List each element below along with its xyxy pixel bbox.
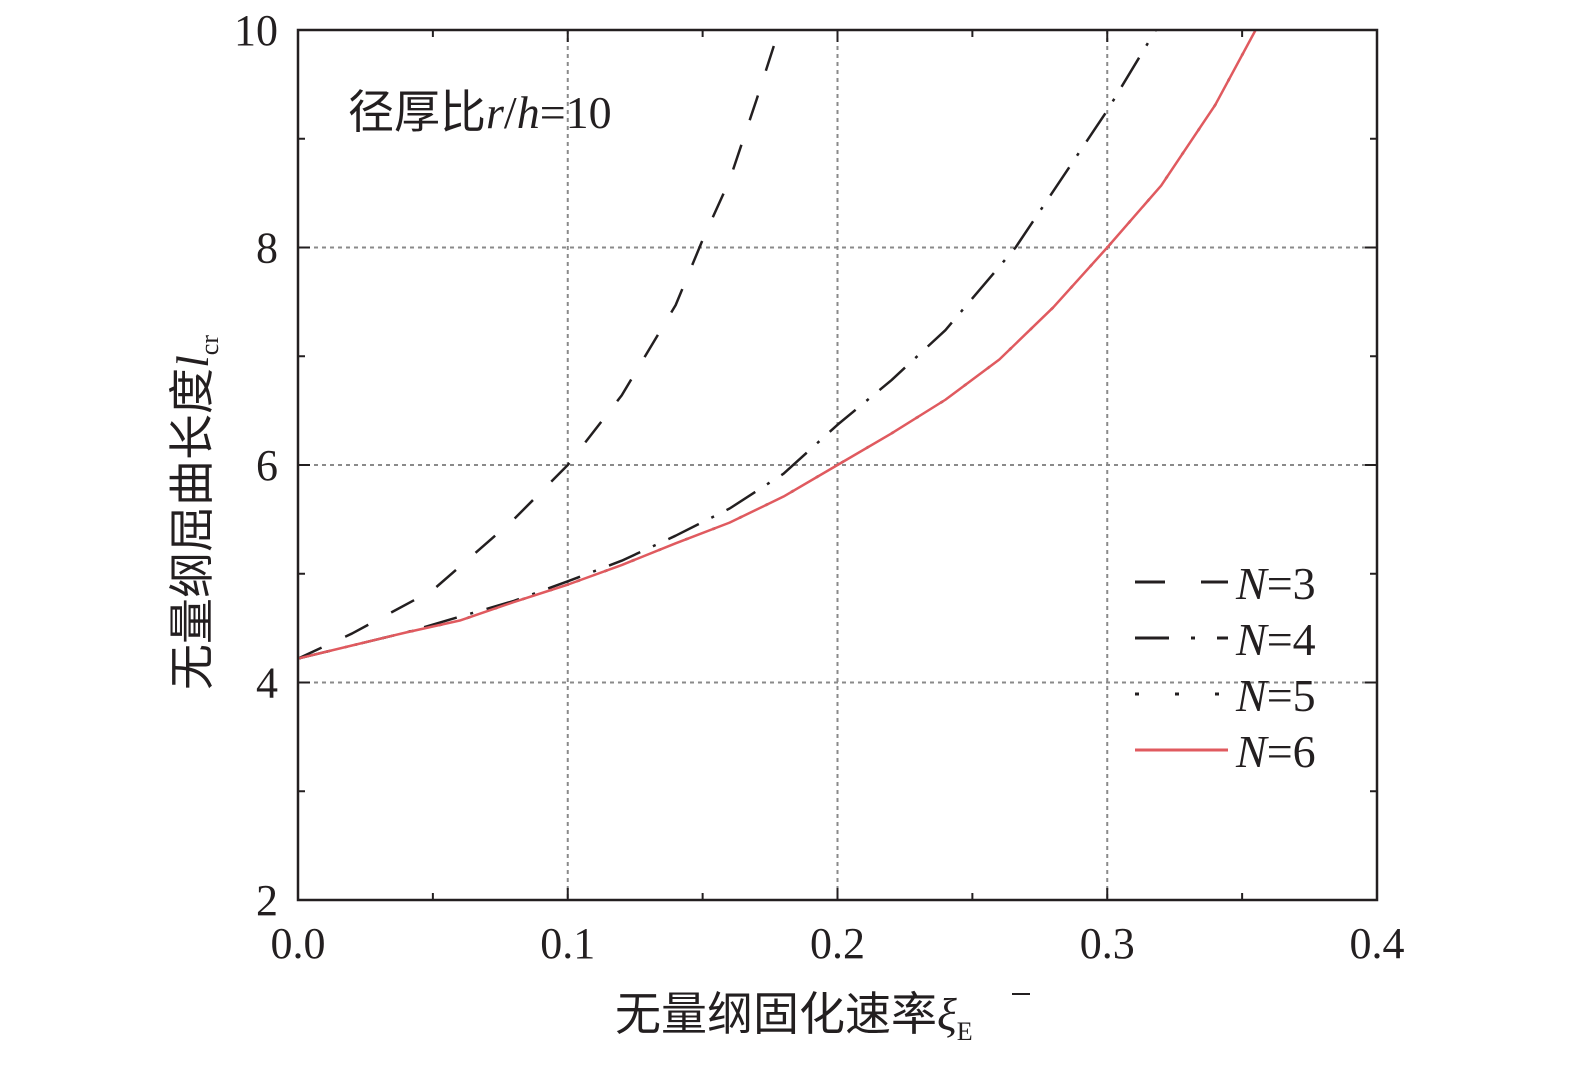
series-line-n-3 — [297, 40, 777, 660]
legend-label: N=5 — [1235, 670, 1316, 721]
annotation: 径厚比r/h=10 — [348, 87, 612, 138]
y-axis-title: 无量纲屈曲长度lcr — [167, 335, 224, 690]
series-lines — [297, 29, 1257, 660]
series-line-n-6 — [297, 29, 1257, 660]
y-tick-label: 8 — [256, 224, 278, 273]
legend: N=3N=4N=5N=6 — [1135, 558, 1316, 777]
x-tick-label: 0.2 — [810, 919, 865, 968]
series-line-n-4 — [297, 29, 1157, 660]
legend-label: N=6 — [1235, 726, 1316, 777]
legend-label: N=4 — [1235, 614, 1316, 665]
x-tick-label: 0.3 — [1080, 919, 1135, 968]
x-axis-title: 无量纲固化速率ξE — [615, 989, 973, 1046]
y-tick-label: 6 — [256, 441, 278, 490]
legend-label: N=3 — [1235, 558, 1316, 609]
y-tick-label: 10 — [234, 6, 278, 55]
y-tick-label: 2 — [256, 876, 278, 925]
x-tick-label: 0.1 — [540, 919, 595, 968]
ticks: 0.0 0.1 0.2 0.3 0.4 2 4 6 8 10 — [234, 6, 1405, 968]
x-tick-label: 0.4 — [1350, 919, 1405, 968]
x-tick-label: 0.0 — [271, 919, 326, 968]
y-tick-label: 4 — [256, 659, 278, 708]
